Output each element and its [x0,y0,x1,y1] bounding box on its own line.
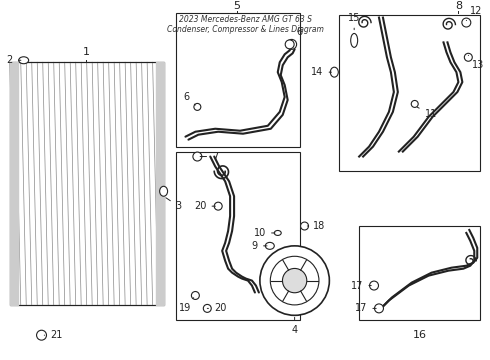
Ellipse shape [260,246,329,315]
Text: 4: 4 [292,317,298,335]
Bar [339,15,480,171]
Text: 14: 14 [311,67,332,77]
Ellipse shape [214,202,222,210]
Text: 10: 10 [254,228,275,238]
Text: 15: 15 [348,13,360,30]
Ellipse shape [287,39,296,49]
Bar [175,152,299,320]
Bar [175,13,299,147]
Ellipse shape [411,100,418,107]
Text: 1: 1 [83,47,90,57]
Ellipse shape [19,57,28,64]
Ellipse shape [330,67,338,77]
Text: 8: 8 [455,1,462,11]
Text: 6: 6 [292,27,303,40]
Ellipse shape [192,292,199,300]
Text: 17: 17 [351,280,371,291]
Ellipse shape [374,304,384,313]
Text: 6: 6 [183,92,196,105]
Ellipse shape [270,256,319,305]
Text: 16: 16 [413,330,427,340]
Text: 20: 20 [194,201,216,211]
Text: 20: 20 [207,303,226,314]
Ellipse shape [300,222,309,230]
Ellipse shape [465,53,472,61]
Text: 21: 21 [44,330,63,340]
Ellipse shape [203,305,211,312]
Ellipse shape [351,33,358,48]
Ellipse shape [369,281,378,290]
Bar [359,226,480,320]
Ellipse shape [282,269,307,293]
Ellipse shape [160,186,168,196]
Text: 2023 Mercedes-Benz AMG GT 63 S
Condenser, Compressor & Lines Diagram: 2023 Mercedes-Benz AMG GT 63 S Condenser… [167,15,323,34]
Text: 2: 2 [7,55,21,65]
Text: 19: 19 [179,298,194,314]
Ellipse shape [274,230,281,235]
Bar [156,62,164,305]
Bar [10,62,18,305]
Ellipse shape [266,242,274,249]
Ellipse shape [37,330,47,340]
Ellipse shape [285,40,294,49]
Ellipse shape [462,18,471,27]
Ellipse shape [194,103,201,111]
Bar [10,62,164,305]
Text: 11: 11 [417,107,437,119]
Text: 12: 12 [466,6,483,21]
Text: 9: 9 [252,241,267,251]
Bar [10,62,164,305]
Text: 7: 7 [200,152,219,162]
Text: 17: 17 [355,303,376,314]
Ellipse shape [193,152,202,161]
Text: 18: 18 [307,221,325,231]
Text: 13: 13 [468,55,485,70]
Text: 3: 3 [166,198,182,211]
Text: 5: 5 [234,1,241,11]
